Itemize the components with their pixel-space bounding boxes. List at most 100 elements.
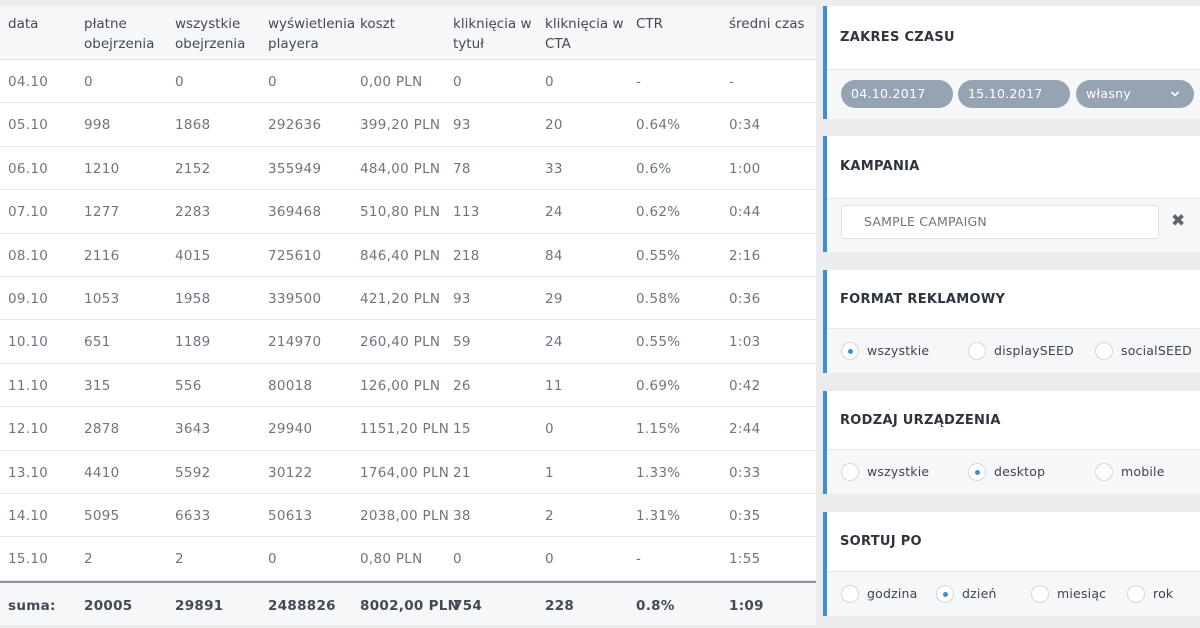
header-line: CTR	[636, 16, 664, 32]
cell-avg-time: 0:44	[729, 204, 761, 221]
device-type-title: RODZAJ URZĄDZENIA	[840, 413, 1001, 428]
radio-circle[interactable]	[841, 342, 859, 360]
cell-cta-clicks: 24	[545, 204, 563, 221]
cell-title-clicks: 218	[453, 247, 480, 264]
cell-title-clicks: 26	[453, 377, 471, 394]
date-from-input[interactable]: 04.10.2017	[841, 80, 953, 108]
cell-cost: 2038,00 PLN	[360, 507, 450, 524]
column-header-date[interactable]: data	[8, 14, 38, 34]
cell-cta-clicks: 11	[545, 377, 563, 394]
cell-avg-time: 0:42	[729, 377, 761, 394]
cell-date: 11.10	[8, 377, 49, 394]
cell-all-views: 556	[175, 377, 202, 394]
close-icon[interactable]: ✖	[1171, 211, 1186, 231]
cell-all-views: 6633	[175, 507, 211, 524]
cell-ctr: 0.55%	[636, 247, 681, 264]
cell-date: 04.10	[8, 74, 49, 90]
table-row: 13.10 4410 5592 30122 1764,00 PLN 21 1 1.33% 0:3…	[0, 451, 816, 494]
header-line: koszt	[360, 16, 396, 32]
radio-label: mobile	[1121, 464, 1165, 479]
sum-cell-title-clicks: 754	[453, 597, 483, 614]
header-line: data	[8, 16, 39, 32]
radio-circle[interactable]	[1095, 342, 1113, 360]
column-header-avg-time[interactable]: średni czas	[729, 14, 805, 34]
date-to-input[interactable]: 15.10.2017	[958, 80, 1070, 108]
radio-circle[interactable]	[1031, 585, 1049, 603]
column-header-paid-views[interactable]: płatne obejrzenia	[84, 14, 154, 54]
radio-circle[interactable]	[936, 585, 954, 603]
cell-cost: 421,20 PLN	[360, 290, 441, 307]
header-line: wszystkie	[175, 16, 241, 32]
cell-title-clicks: 0	[453, 551, 462, 568]
radio-label: wszystkie	[867, 464, 930, 479]
cell-ctr: 0.55%	[636, 334, 681, 351]
cell-cost: 484,00 PLN	[360, 160, 441, 177]
cell-cta-clicks: 1	[545, 464, 554, 481]
cell-cta-clicks: 84	[545, 247, 563, 264]
campaign-field[interactable]: SAMPLE CAMPAIGN	[841, 205, 1159, 239]
stats-table: data płatne obejrzenia wszystkie obejrzenia w…	[0, 6, 816, 625]
cell-date: 15.10	[8, 551, 49, 568]
radio-circle[interactable]	[841, 463, 859, 481]
header-line: playera	[268, 36, 319, 52]
sum-cell-date: suma:	[8, 597, 56, 614]
time-range-title: ZAKRES CZASU	[840, 30, 955, 45]
ad-format-panel: FORMAT REKLAMOWY wszystkie displaySEED s…	[823, 270, 1200, 373]
cell-paid-views: 998	[84, 117, 111, 134]
radio-circle[interactable]	[1127, 585, 1145, 603]
cell-ctr: 0.69%	[636, 377, 681, 394]
cell-paid-views: 0	[84, 74, 93, 90]
range-mode-select[interactable]: własny	[1076, 80, 1194, 108]
radio-circle[interactable]	[841, 585, 859, 603]
cell-all-views: 5592	[175, 464, 211, 481]
header-line: obejrzenia	[84, 36, 155, 52]
table-row: 05.10 998 1868 292636 399,20 PLN 93 20 0.64% 0:3…	[0, 103, 816, 147]
table-row: 12.10 2878 3643 29940 1151,20 PLN 15 0 1.15% 2:4…	[0, 407, 816, 451]
cell-all-views: 0	[175, 74, 184, 90]
table-row: 11.10 315 556 80018 126,00 PLN 26 11 0.69% 0:42	[0, 364, 816, 408]
cell-cta-clicks: 0	[545, 421, 554, 438]
cell-cost: 0,80 PLN	[360, 551, 423, 568]
cell-all-views: 2283	[175, 204, 211, 221]
radio-label: rok	[1153, 586, 1174, 601]
cell-paid-views: 1277	[84, 204, 120, 221]
ad-format-body: wszystkie displaySEED socialSEED	[827, 329, 1200, 373]
header-line: CTA	[545, 36, 571, 52]
device-type-panel: RODZAJ URZĄDZENIA wszystkie desktop mobi…	[823, 391, 1200, 494]
sort-by-body: godzina dzień miesiąc rok	[827, 572, 1200, 616]
sum-cell-cost: 8002,00 PLN	[360, 597, 460, 614]
sum-cell-avg-time: 1:09	[729, 597, 764, 614]
table-row: 06.10 1210 2152 355949 484,00 PLN 78 33 0.6% 1:0…	[0, 147, 816, 191]
cell-title-clicks: 78	[453, 160, 471, 177]
cell-all-views: 1189	[175, 334, 211, 351]
campaign-title: KAMPANIA	[840, 159, 920, 174]
column-header-all-views[interactable]: wszystkie obejrzenia	[175, 14, 245, 54]
cell-cost: 1764,00 PLN	[360, 464, 450, 481]
cell-paid-views: 651	[84, 334, 111, 351]
column-header-ctr[interactable]: CTR	[636, 14, 663, 34]
sum-cell-paid-views: 20005	[84, 597, 133, 614]
cell-cost: 846,40 PLN	[360, 247, 441, 264]
cell-paid-views: 1210	[84, 160, 120, 177]
cell-paid-views: 4410	[84, 464, 120, 481]
sum-cell-player-views: 2488826	[268, 597, 336, 614]
column-header-cost[interactable]: koszt	[360, 14, 395, 34]
cell-title-clicks: 93	[453, 117, 471, 134]
table-header-row: data płatne obejrzenia wszystkie obejrzenia w…	[0, 6, 816, 60]
sum-cell-all-views: 29891	[175, 597, 224, 614]
cell-paid-views: 2116	[84, 247, 120, 264]
cell-ctr: 0.62%	[636, 204, 681, 221]
cell-cta-clicks: 20	[545, 117, 563, 134]
radio-circle[interactable]	[968, 463, 986, 481]
column-header-cta-clicks[interactable]: kliknięcia w CTA	[545, 14, 624, 54]
radio-circle[interactable]	[1095, 463, 1113, 481]
radio-circle[interactable]	[968, 342, 986, 360]
campaign-body: SAMPLE CAMPAIGN ✖	[827, 199, 1200, 252]
column-header-title-clicks[interactable]: kliknięcia w tytuł	[453, 14, 532, 54]
column-header-player-views[interactable]: wyświetlenia playera	[268, 14, 355, 54]
cell-date: 06.10	[8, 160, 49, 177]
header-line: wyświetlenia	[268, 16, 356, 32]
cell-ctr: 0.64%	[636, 117, 681, 134]
cell-cta-clicks: 24	[545, 334, 563, 351]
cell-title-clicks: 93	[453, 290, 471, 307]
